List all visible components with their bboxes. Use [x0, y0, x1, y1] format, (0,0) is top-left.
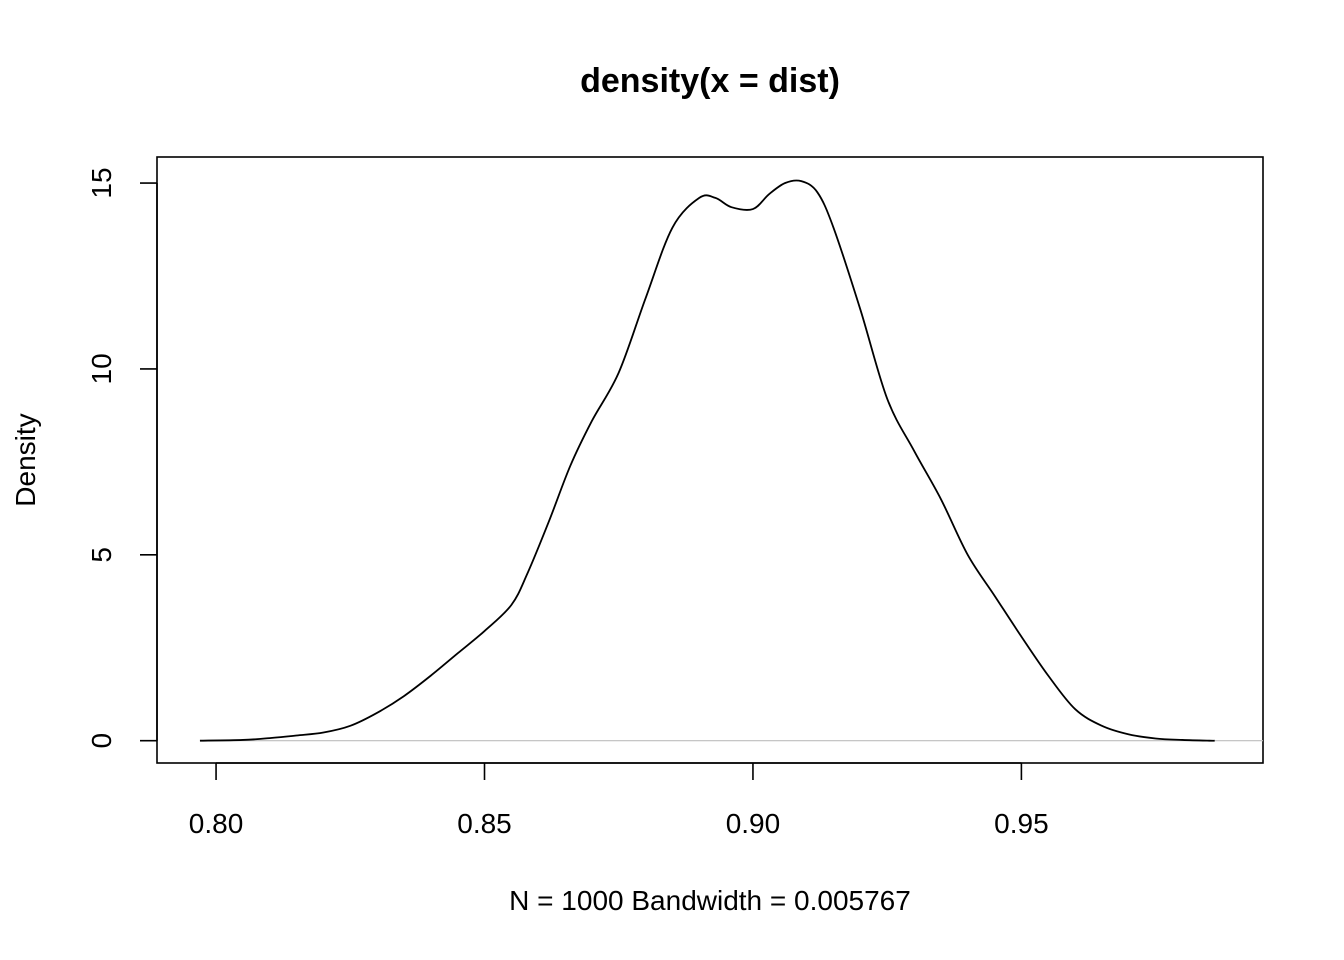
x-tick-label: 0.80	[189, 808, 244, 839]
x-axis-label: N = 1000 Bandwidth = 0.005767	[509, 885, 911, 916]
y-tick-label: 10	[86, 353, 117, 384]
chart-title: density(x = dist)	[580, 62, 840, 100]
plot-frame	[156, 156, 1264, 764]
y-axis: 0 5 10 15	[86, 167, 158, 749]
y-tick-label: 5	[86, 547, 117, 563]
y-tick-label: 15	[86, 167, 117, 198]
x-tick-label: 0.90	[726, 808, 781, 839]
density-curve	[199, 179, 1215, 742]
x-tick-label: 0.85	[457, 808, 512, 839]
x-axis: 0.80 0.85 0.90 0.95	[189, 762, 1049, 839]
x-tick-label: 0.95	[994, 808, 1049, 839]
y-tick-label: 0	[86, 733, 117, 749]
y-axis-label: Density	[10, 413, 41, 506]
